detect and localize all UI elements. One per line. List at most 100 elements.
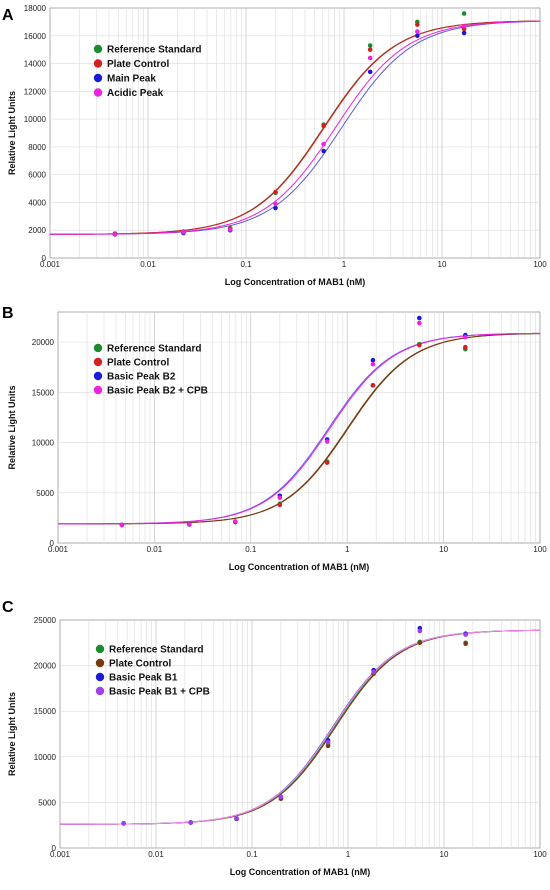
legend-label: Plate Control <box>107 59 169 70</box>
y-tick-label: 25000 <box>34 616 57 625</box>
data-point-series-4 <box>463 334 468 340</box>
data-point-series-4 <box>278 794 284 800</box>
data-point-series-4 <box>370 361 376 367</box>
legend-label: Acidic Peak <box>107 88 164 99</box>
plot-area <box>59 619 541 849</box>
y-tick-label: 20000 <box>34 662 57 671</box>
y-tick-label: 2000 <box>28 226 46 235</box>
data-point-series-4 <box>186 522 192 527</box>
data-point-series-2 <box>417 342 422 348</box>
data-point-series-4 <box>417 320 422 326</box>
data-point-series-2 <box>321 123 326 129</box>
data-point-series-3 <box>417 315 422 321</box>
y-tick-label: 4000 <box>28 198 46 207</box>
x-tick-label: 0.001 <box>48 545 69 554</box>
data-point-series-4 <box>277 495 283 501</box>
x-tick-label: 100 <box>533 260 547 269</box>
data-point-series-3 <box>461 30 467 36</box>
data-point-series-4 <box>325 739 331 745</box>
legend-label: Basic Peak B2 <box>107 372 176 383</box>
y-tick-label: 5000 <box>36 489 54 498</box>
x-tick-label: 0.1 <box>246 850 258 859</box>
legend-marker <box>93 357 103 367</box>
data-point-series-2 <box>324 460 330 465</box>
x-tick-label: 0.1 <box>245 545 257 554</box>
data-point-series-2 <box>367 47 373 52</box>
legend-marker <box>93 385 103 395</box>
panel-letter: B <box>2 305 14 322</box>
plot-area <box>57 311 541 544</box>
chart-panel-a: A 0.001 0.01 0.1 1 10 100 0 2000 4000 6000 8000 1000… <box>2 4 547 287</box>
fit-curve-4 <box>57 332 541 525</box>
chart-panel-c: C 0.001 0.01 0.1 1 10 100 0 5000 10000 15000 20000 2… <box>2 599 547 877</box>
x-tick-label: 1 <box>346 850 351 859</box>
legend-label: Plate Control <box>109 659 171 670</box>
data-point-series-4 <box>461 23 467 29</box>
fit-curve-4 <box>49 20 541 235</box>
legend-marker <box>93 88 103 97</box>
x-tick-label: 0.01 <box>140 260 156 269</box>
legend-marker <box>95 644 105 654</box>
legend-marker <box>95 672 105 682</box>
data-point-series-2 <box>417 640 423 646</box>
data-point-series-3 <box>415 33 420 39</box>
x-tick-label: 0.1 <box>240 260 252 269</box>
legend: Reference Standard Plate Control Basic Pea… <box>95 644 210 698</box>
data-point-series-2 <box>325 743 331 749</box>
plot-area <box>49 7 541 259</box>
data-point-series-2 <box>277 502 283 508</box>
data-point-series-4 <box>324 439 330 444</box>
legend-marker <box>93 371 103 381</box>
data-point-series-4 <box>367 55 373 61</box>
y-tick-label: 12000 <box>24 87 47 96</box>
y-tick-label: 20000 <box>32 338 55 347</box>
legend-marker <box>93 44 103 54</box>
data-point-series-4 <box>119 522 125 528</box>
data-point-series-3 <box>370 357 376 363</box>
data-point-series-4 <box>232 519 238 524</box>
y-tick-label: 10000 <box>34 753 57 762</box>
chart-panel-b: B 0.001 0.01 0.1 1 10 100 0 5000 10000 15000 20000 L… <box>2 305 547 572</box>
legend-label: Reference Standard <box>107 344 201 355</box>
data-point-series-4 <box>181 230 186 235</box>
data-point-series-1 <box>367 43 373 48</box>
x-tick-label: 10 <box>438 260 447 269</box>
y-tick-label: 8000 <box>28 143 46 152</box>
y-tick-label: 5000 <box>38 798 56 807</box>
x-tick-label: 1 <box>342 260 347 269</box>
x-tick-label: 100 <box>533 545 547 554</box>
data-point-series-1 <box>461 11 467 16</box>
data-point-series-2 <box>415 22 420 27</box>
data-point-series-4 <box>371 669 376 675</box>
x-axis-title: Log Concentration of MAB1 (nM) <box>225 277 365 287</box>
legend-label: Reference Standard <box>107 45 201 56</box>
y-tick-label: 10000 <box>24 115 47 124</box>
legend: Reference Standard Plate Control Basic Pea… <box>93 343 208 397</box>
panel-letter: A <box>2 7 14 24</box>
y-axis-title: Relative Light Units <box>7 692 17 776</box>
data-point-series-4 <box>273 201 278 207</box>
y-axis-title: Relative Light Units <box>7 91 17 175</box>
data-point-series-4 <box>321 141 326 147</box>
x-tick-label: 100 <box>533 850 547 859</box>
data-point-series-3 <box>273 205 278 211</box>
data-point-series-4 <box>417 628 423 634</box>
legend-marker <box>93 73 103 83</box>
data-point-series-2 <box>463 641 468 647</box>
legend-marker <box>93 343 103 353</box>
data-point-series-3 <box>367 69 373 75</box>
x-tick-label: 0.001 <box>40 260 61 269</box>
fit-curve-4 <box>60 629 541 825</box>
data-point-series-2 <box>463 344 468 350</box>
data-point-series-3 <box>321 148 326 154</box>
y-tick-label: 6000 <box>28 171 46 180</box>
x-tick-label: 1 <box>345 545 350 554</box>
data-point-series-4 <box>188 820 194 825</box>
x-tick-label: 0.01 <box>148 850 164 859</box>
x-tick-label: 0.001 <box>50 850 71 859</box>
legend-marker <box>93 59 103 68</box>
y-tick-label: 15000 <box>34 707 57 716</box>
data-point-series-4 <box>234 816 239 821</box>
y-tick-label: 14000 <box>24 60 47 69</box>
